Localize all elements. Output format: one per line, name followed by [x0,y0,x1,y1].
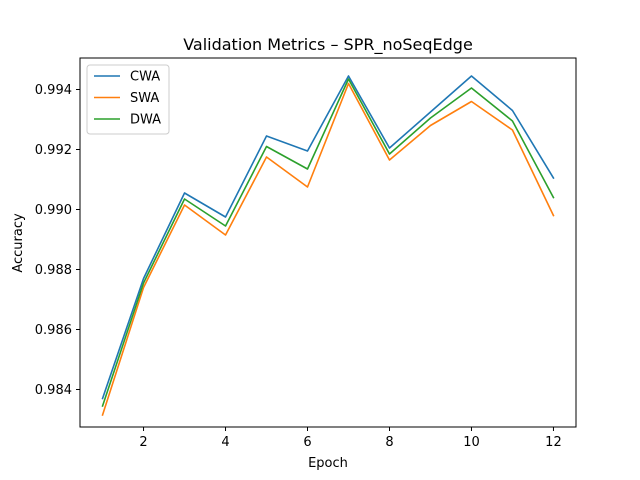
series-line-dwa [101,78,555,408]
y-tick-label: 0.992 [35,143,72,158]
plot-marks [101,75,555,417]
x-tick-label: 10 [463,435,480,450]
legend-label-cwa: CWA [130,70,160,85]
y-axis-label: Accuracy [11,213,26,273]
x-axis-label: Epoch [308,456,348,471]
series-line-swa [101,82,555,417]
axis-ticks: 2 4 6 8 10 12 0.984 0.986 0.988 0.990 0.992 0.994 [35,83,562,450]
legend-label-dwa: DWA [130,113,161,128]
y-tick-label: 0.986 [35,323,72,338]
x-tick-label: 2 [139,435,147,450]
x-tick-label: 8 [385,435,393,450]
legend-label-swa: SWA [130,91,159,106]
legend: CWA SWA DWA [86,64,170,135]
x-tick-label: 12 [545,435,562,450]
series-line-cwa [101,75,555,400]
x-tick-label: 6 [303,435,311,450]
x-tick-label: 4 [221,435,229,450]
chart-title: Validation Metrics – SPR_noSeqEdge [183,35,473,55]
y-tick-label: 0.988 [35,263,72,278]
legend-box [86,64,170,135]
plot-frame [79,57,577,428]
y-tick-label: 0.994 [35,83,72,98]
y-tick-label: 0.990 [35,203,72,218]
y-tick-label: 0.984 [35,383,72,398]
